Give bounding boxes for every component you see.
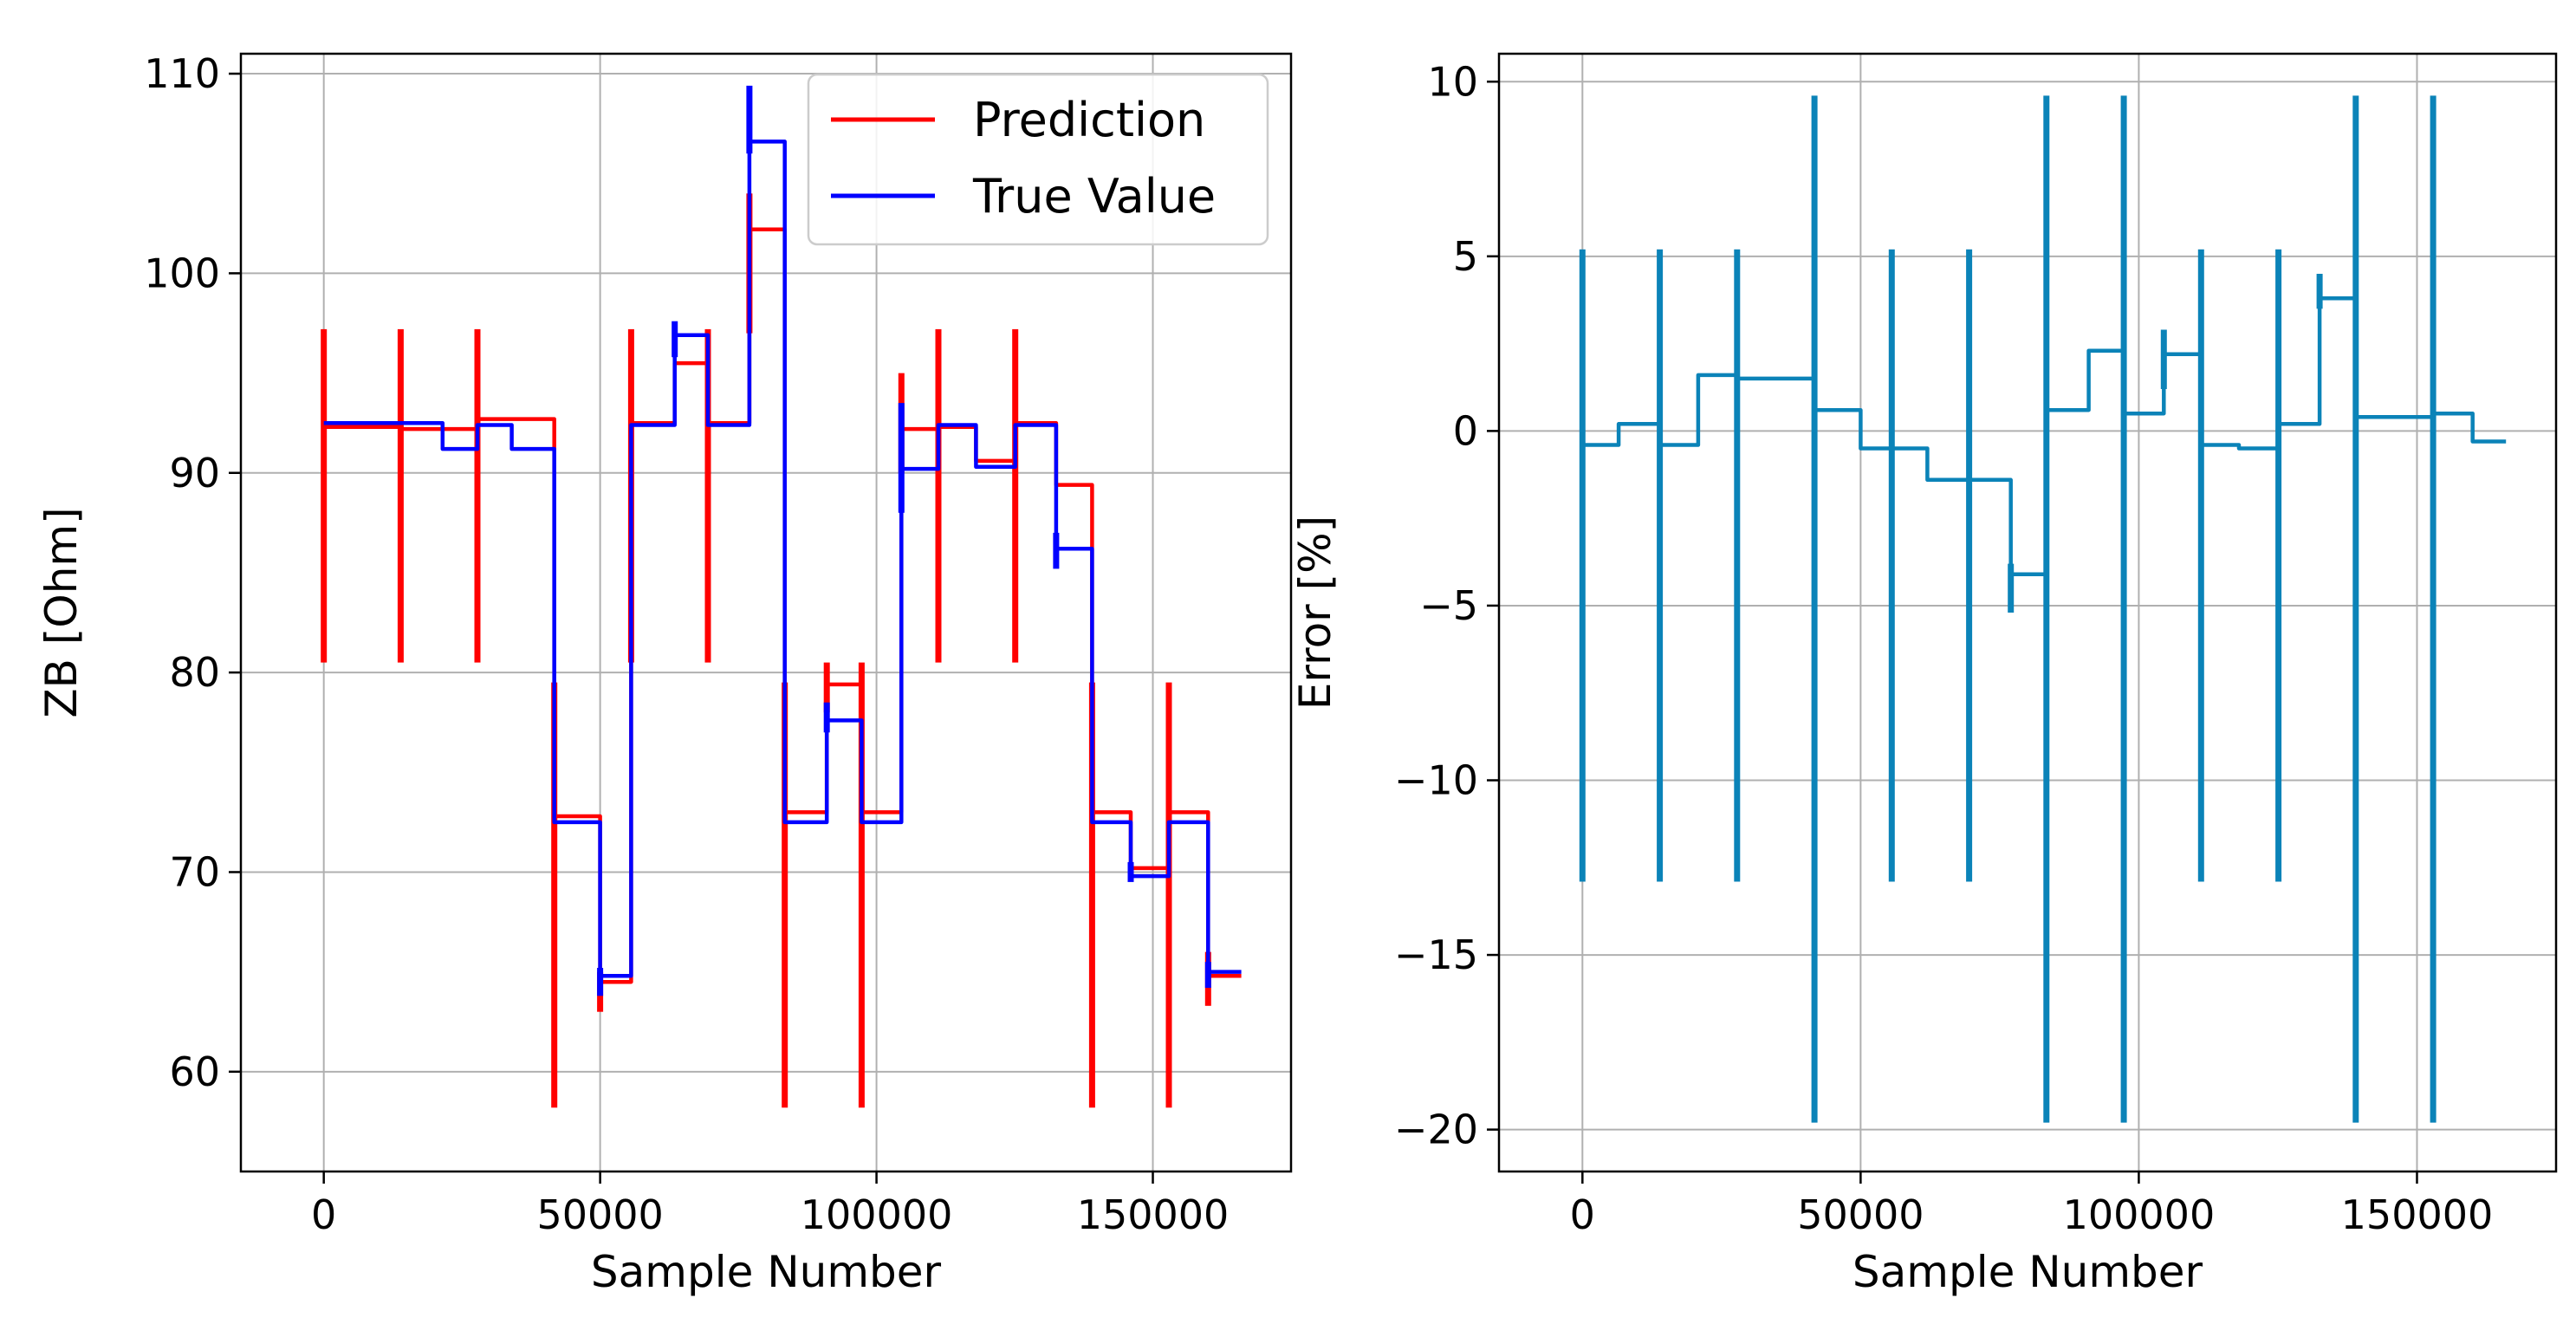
error-transient-spike xyxy=(2316,274,2323,309)
prediction-series-line xyxy=(323,227,1242,984)
y-tick-label: 10 xyxy=(1427,58,1478,105)
prediction-transient-spike xyxy=(397,328,404,663)
x-tick-label: 50000 xyxy=(1797,1191,1924,1238)
legend-box xyxy=(807,73,1269,246)
y-axis-label: Error [%] xyxy=(1290,516,1340,710)
x-tick-label: 100000 xyxy=(801,1191,953,1238)
prediction-transient-spike xyxy=(823,662,830,713)
x-axis-label: Sample Number xyxy=(591,1247,942,1297)
error-percent-panel: 0 50000 100000 150000 10 5 0 −5 −10 −15 −20 Sample … xyxy=(1290,52,2558,1297)
prediction-transient-spike xyxy=(935,328,942,663)
y-tick-label: 110 xyxy=(144,50,220,97)
legend: Prediction True Value xyxy=(807,73,1269,246)
error-transient-spike xyxy=(1579,249,1586,882)
prediction-transient-spike xyxy=(321,328,328,663)
true-value-transient-spike xyxy=(1053,532,1060,569)
legend-label-true-value: True Value xyxy=(972,169,1216,224)
y-tick-label: −20 xyxy=(1394,1107,1478,1153)
x-tick-label: 0 xyxy=(1570,1191,1595,1238)
error-transient-spike xyxy=(2275,249,2282,882)
y-tick-label: −15 xyxy=(1394,931,1478,978)
error-transient-spike xyxy=(2160,329,2167,389)
zb-impedance-panel: 0 50000 100000 150000 60 70 80 90 100 110 Sample N… xyxy=(36,50,1293,1297)
error-transient-spike xyxy=(2430,95,2436,1123)
prediction-transient-spike xyxy=(551,682,558,1108)
true-value-transient-spike xyxy=(672,321,678,358)
y-axis-label: ZB [Ohm] xyxy=(36,507,87,717)
error-transient-spike xyxy=(1811,95,1818,1123)
x-tick-label: 50000 xyxy=(536,1191,663,1238)
error-transient-spike xyxy=(2043,95,2050,1123)
y-tick-label: 5 xyxy=(1453,233,1478,280)
y-tick-label: 80 xyxy=(169,649,220,696)
plot-frame xyxy=(1497,52,2558,1173)
true-value-transient-spike xyxy=(823,702,830,733)
y-tick-label: 90 xyxy=(169,450,220,497)
error-transient-spike xyxy=(2197,249,2204,882)
plot-frame xyxy=(239,52,1293,1173)
x-axis-label: Sample Number xyxy=(1853,1247,2203,1297)
x-tick-label: 0 xyxy=(311,1191,336,1238)
prediction-transient-spike xyxy=(474,328,481,663)
true-value-transient-spike xyxy=(597,968,604,996)
x-tick-label: 150000 xyxy=(2341,1191,2494,1238)
error-transient-spike xyxy=(1734,249,1741,882)
y-tick-label: 60 xyxy=(169,1048,220,1095)
y-tick-label: −10 xyxy=(1394,757,1478,804)
error-transient-spike xyxy=(2120,95,2127,1123)
error-transient-spike xyxy=(2352,95,2359,1123)
legend-label-prediction: Prediction xyxy=(973,93,1205,147)
true-value-transient-spike xyxy=(898,403,905,513)
error-transient-spike xyxy=(1966,249,1973,882)
y-tick-label: 0 xyxy=(1453,407,1478,454)
prediction-transient-spike xyxy=(704,328,711,663)
prediction-transient-spike xyxy=(1012,328,1019,663)
x-tick-label: 100000 xyxy=(2063,1191,2216,1238)
prediction-transient-spike xyxy=(1088,682,1095,1108)
true-value-transient-spike xyxy=(746,85,753,154)
error-transient-spike xyxy=(1888,249,1895,882)
prediction-transient-spike xyxy=(858,662,865,1108)
prediction-transient-spike xyxy=(1165,682,1172,1108)
true-value-transient-spike xyxy=(1127,861,1134,882)
x-tick-label: 150000 xyxy=(1077,1191,1230,1238)
error-transient-spike xyxy=(1657,249,1664,882)
error-transient-spike xyxy=(2008,563,2015,613)
true-value-series-line xyxy=(323,140,1242,978)
prediction-transient-spike xyxy=(782,682,788,1108)
true-value-transient-spike xyxy=(1204,962,1211,988)
y-tick-label: −5 xyxy=(1419,582,1478,629)
y-tick-label: 70 xyxy=(169,848,220,895)
y-tick-label: 100 xyxy=(144,250,220,296)
